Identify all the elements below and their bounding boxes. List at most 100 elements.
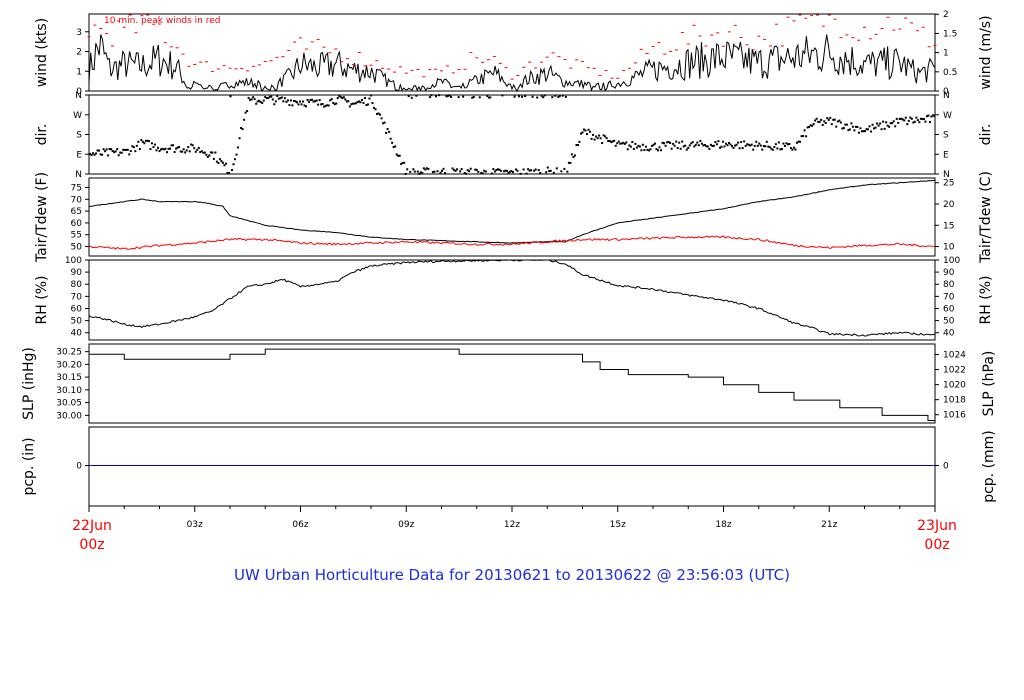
wind-direction-point [747,143,750,146]
wind-direction-point [415,94,418,97]
temp-left-tick-label: 60 [71,219,83,229]
wind-direction-point [646,148,649,151]
wind-direction-point [876,122,879,125]
wind-direction-point [376,112,379,115]
rh-left-tick-label: 100 [65,256,82,266]
wind-direction-point [250,98,253,101]
wind-direction-point [605,137,608,140]
wind-direction-point [197,146,200,149]
wind-direction-point [802,135,805,138]
wind-direction-point [277,97,280,100]
wind-direction-point [851,125,854,128]
wind-direction-point [120,151,123,154]
wind-direction-point [267,96,270,99]
wind-direction-point [777,141,780,144]
wind-direction-point [928,121,931,124]
wind-direction-point [897,121,900,124]
wind-direction-point [427,167,430,170]
wind-direction-point [925,115,928,118]
wind-direction-point [918,121,921,124]
temp-right-tick-label: 10 [943,243,955,253]
wind-direction-point [354,102,357,105]
wind-direction-point [557,95,560,98]
wind-direction-point [818,120,821,123]
wind-direction-point [92,152,95,155]
wind-direction-point [383,121,386,124]
wind-direction-point [379,113,382,116]
wind-direction-point [593,138,596,141]
wind-direction-point [433,170,436,173]
wind-direction-point [746,143,749,146]
wind-direction-point [880,128,883,131]
rh-left-tick-label: 60 [71,304,83,314]
wind-direction-point [202,151,205,154]
wind-direction-point [306,98,309,101]
wind-direction-point [685,148,688,151]
wind-direction-point [601,142,604,145]
wind-direction-point [856,125,859,128]
wind-direction-point [366,103,369,106]
wind-direction-point [298,100,301,103]
wind-direction-point [782,142,785,145]
wind-direction-point [450,96,453,99]
wind-direction-point [909,116,912,119]
wind-direction-point [315,99,318,102]
wind-direction-point [146,139,149,142]
wind-direction-point [657,149,660,152]
wind-direction-point [226,172,229,175]
slp-left-tick-label: 30.10 [56,386,82,396]
wind-direction-point [575,144,578,147]
dir-right-tick-label: E [943,150,949,160]
wind-direction-point [460,168,463,171]
wind-direction-point [317,103,320,106]
wind-direction-point [173,151,176,154]
wind-direction-point [709,143,712,146]
wind-direction-point [734,144,737,147]
wind-direction-point [518,95,521,98]
wind-direction-point [501,94,504,97]
wind-direction-point [877,124,880,127]
wind-direction-point [493,170,496,173]
wind-direction-point [522,168,525,171]
wind-direction-point [477,170,480,173]
wind-direction-point [169,147,172,150]
wind-direction-point [521,95,524,98]
wind-direction-point [699,139,702,142]
wind-direction-point [90,153,93,156]
wind-direction-point [625,141,628,144]
wind-direction-point [468,170,471,173]
start-hour-label: 00z [79,537,104,553]
wind-right-tick-label: 0 [943,87,949,97]
wind-direction-point [622,141,625,144]
wind-direction-point [356,101,359,104]
wind-direction-point [660,149,663,152]
wind-direction-point [826,117,829,120]
wind-direction-point [650,144,653,147]
wind-direction-point [596,137,599,140]
wind-direction-point [416,170,419,173]
wind-direction-point [440,169,443,172]
rh-right-tick-label: 80 [943,280,955,290]
wind-direction-point [178,146,181,149]
wind-direction-point [799,140,802,143]
wind-direction-point [684,144,687,147]
wind-direction-point [670,147,673,150]
wind-direction-point [740,141,743,144]
wind-direction-point [321,103,324,106]
time-tick-label: 06z [292,520,308,530]
wind-direction-point [261,101,264,104]
wind-direction-point [255,102,258,105]
wind-direction-point [661,141,664,144]
wind-direction-point [311,98,314,101]
wind-direction-point [883,127,886,130]
rh-right-tick-label: 50 [943,317,955,327]
wind-direction-point [558,94,561,97]
wind-direction-point [247,96,250,99]
wind-direction-point [560,170,563,173]
wind-direction-point [395,153,398,156]
wind-direction-point [333,103,336,106]
wind-direction-point [102,148,105,151]
wind-direction-point [508,170,511,173]
wind-direction-point [583,128,586,131]
